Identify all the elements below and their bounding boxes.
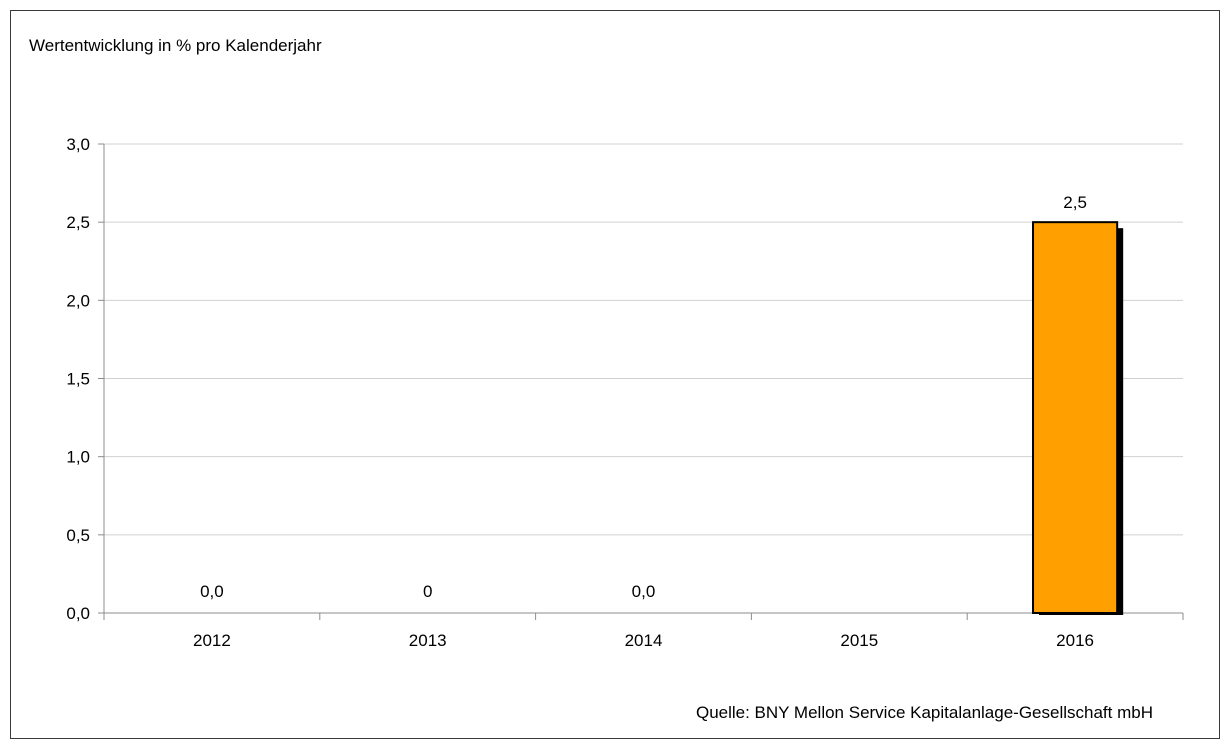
bars [1032, 221, 1124, 615]
y-tick-label: 1,5 [66, 370, 90, 389]
x-tick-label: 2014 [625, 631, 663, 650]
y-tick-label: 1,0 [66, 448, 90, 467]
axes [98, 143, 1184, 620]
y-tick-label: 0,0 [66, 604, 90, 623]
data-label: 2,5 [1063, 193, 1087, 212]
y-tick-label: 0,5 [66, 526, 90, 545]
bar [1032, 221, 1119, 615]
source-note: Quelle: BNY Mellon Service Kapitalanlage… [695, 703, 1153, 722]
x-tick-label: 2015 [840, 631, 878, 650]
chart-frame [10, 10, 1220, 739]
data-label: 0,0 [632, 582, 656, 601]
data-label: 0 [423, 582, 432, 601]
labels: 0,0 0,5 1,0 1,5 2,0 2,5 3,0 2012 0,0 2013 0 2014 0,0… [66, 135, 1094, 650]
y-tick-label: 2,0 [66, 291, 90, 310]
x-tick-label: 2016 [1056, 631, 1094, 650]
y-tick-label: 3,0 [66, 135, 90, 154]
gridlines [104, 143, 1183, 536]
x-tick-label: 2013 [409, 631, 447, 650]
data-label: 0,0 [200, 582, 224, 601]
y-tick-label: 2,5 [66, 213, 90, 232]
x-tick-label: 2012 [193, 631, 231, 650]
chart-title: Wertentwicklung in % pro Kalenderjahr [29, 36, 322, 55]
